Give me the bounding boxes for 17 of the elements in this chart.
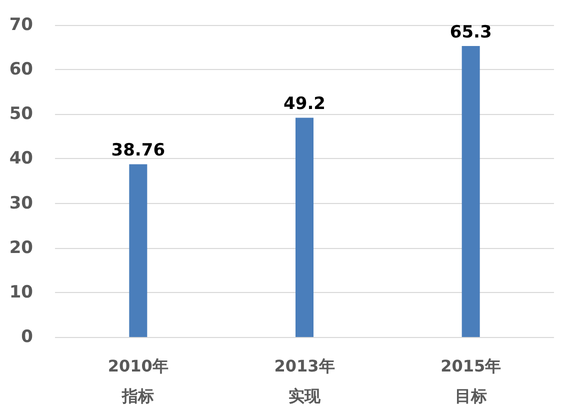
bar bbox=[462, 46, 480, 337]
y-tick-label: 30 bbox=[9, 193, 34, 214]
y-tick-label: 40 bbox=[9, 148, 34, 169]
y-tick-label: 0 bbox=[21, 327, 34, 347]
data-label: 49.2 bbox=[284, 94, 326, 114]
data-label: 65.3 bbox=[450, 22, 492, 42]
y-tick-label: 20 bbox=[9, 238, 34, 258]
x-tick-label: 2015年目标 bbox=[440, 356, 502, 406]
x-tick-label: 2013年实现 bbox=[274, 356, 335, 406]
bar bbox=[129, 164, 148, 337]
y-tick-label: 10 bbox=[9, 282, 34, 302]
bar bbox=[296, 118, 314, 337]
y-tick-label: 60 bbox=[9, 60, 34, 80]
data-label: 38.76 bbox=[111, 140, 166, 161]
x-tick-label: 2010年指标 bbox=[108, 356, 168, 406]
y-tick-label: 70 bbox=[9, 15, 34, 35]
y-tick-label: 50 bbox=[9, 104, 34, 124]
